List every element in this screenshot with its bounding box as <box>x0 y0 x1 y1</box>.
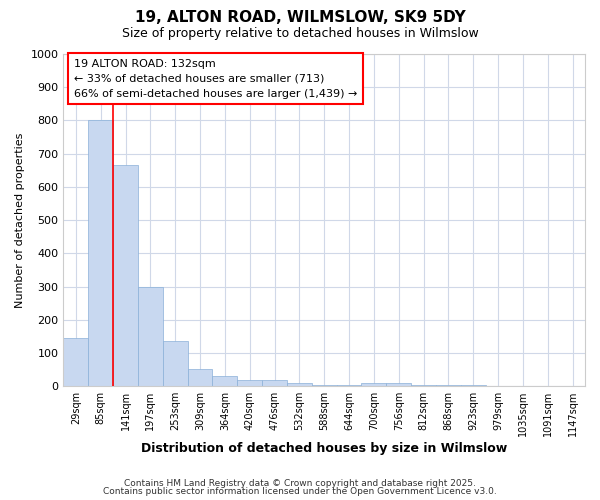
Bar <box>386 383 411 386</box>
Bar <box>113 166 138 386</box>
Bar <box>411 385 436 386</box>
Text: 19 ALTON ROAD: 132sqm
← 33% of detached houses are smaller (713)
66% of semi-det: 19 ALTON ROAD: 132sqm ← 33% of detached … <box>74 59 357 98</box>
Text: Size of property relative to detached houses in Wilmslow: Size of property relative to detached ho… <box>122 28 478 40</box>
Bar <box>64 338 88 386</box>
Bar <box>88 120 113 386</box>
Bar <box>237 380 262 386</box>
Bar <box>312 384 337 386</box>
Bar <box>163 342 188 386</box>
X-axis label: Distribution of detached houses by size in Wilmslow: Distribution of detached houses by size … <box>141 442 508 455</box>
Bar <box>212 376 237 386</box>
Bar <box>436 385 461 386</box>
Bar <box>361 383 386 386</box>
Bar <box>262 380 287 386</box>
Text: 19, ALTON ROAD, WILMSLOW, SK9 5DY: 19, ALTON ROAD, WILMSLOW, SK9 5DY <box>134 10 466 25</box>
Bar <box>461 384 485 386</box>
Bar <box>337 385 361 386</box>
Bar <box>287 383 312 386</box>
Text: Contains public sector information licensed under the Open Government Licence v3: Contains public sector information licen… <box>103 487 497 496</box>
Y-axis label: Number of detached properties: Number of detached properties <box>15 132 25 308</box>
Text: Contains HM Land Registry data © Crown copyright and database right 2025.: Contains HM Land Registry data © Crown c… <box>124 478 476 488</box>
Bar <box>138 286 163 386</box>
Bar <box>188 369 212 386</box>
